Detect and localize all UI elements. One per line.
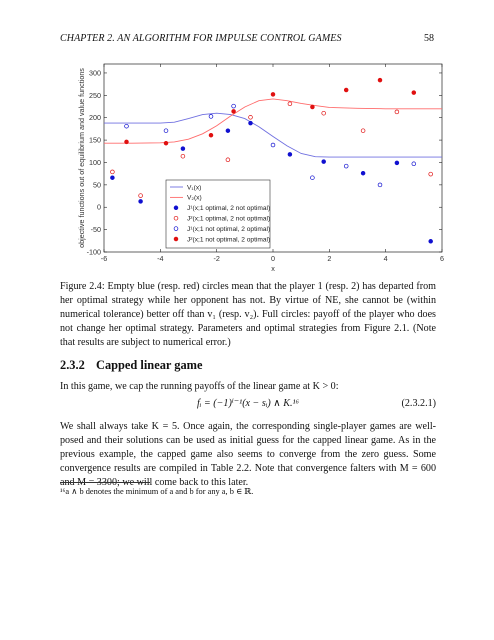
legend-marker bbox=[173, 205, 179, 211]
data-point bbox=[377, 77, 383, 83]
page-header: CHAPTER 2. AN ALGORITHM FOR IMPULSE CONT… bbox=[60, 33, 434, 47]
y-tick-label: 150 bbox=[89, 136, 101, 145]
data-point bbox=[310, 175, 315, 180]
data-point bbox=[138, 193, 143, 198]
data-point bbox=[428, 239, 433, 244]
data-point bbox=[225, 128, 231, 133]
x-axis-label: x bbox=[271, 264, 275, 273]
data-point bbox=[270, 92, 276, 97]
data-point bbox=[310, 104, 315, 110]
data-point bbox=[110, 175, 115, 180]
data-point bbox=[343, 163, 349, 169]
y-tick-label: 50 bbox=[93, 180, 101, 189]
data-point bbox=[411, 90, 417, 95]
data-point bbox=[231, 109, 236, 114]
figure-caption: Figure 2.4: Empty blue (resp. red) circl… bbox=[60, 281, 436, 348]
footnote: ¹⁶a ∧ b denotes the minimum of a and b f… bbox=[60, 487, 254, 496]
x-tick-label: -6 bbox=[101, 254, 107, 263]
data-point bbox=[321, 159, 326, 164]
x-tick-label: 6 bbox=[440, 254, 444, 263]
data-point bbox=[394, 109, 400, 115]
section-number: 2.3.2 bbox=[60, 358, 85, 372]
value-curve bbox=[104, 112, 442, 158]
section-title: Capped linear game bbox=[96, 358, 203, 372]
data-point bbox=[321, 110, 326, 116]
equation-expression: fᵢ = (−1)ⁱ⁻¹(x − sᵢ) ∧ K.¹⁶ bbox=[196, 398, 300, 409]
data-point bbox=[248, 120, 253, 126]
section-heading: 2.3.2 Capped linear game bbox=[60, 358, 202, 373]
value-curve bbox=[104, 98, 442, 144]
paragraph-body: We shall always take K = 5. Once again, … bbox=[60, 421, 436, 488]
paragraph-intro: In this game, we cap the running payoffs… bbox=[60, 381, 339, 392]
data-point bbox=[110, 169, 115, 175]
x-tick-label: 0 bbox=[271, 254, 275, 263]
legend-label: J²(x;1 optimal, 2 not optimal) bbox=[187, 216, 270, 223]
legend-marker bbox=[173, 215, 179, 221]
x-tick-label: -2 bbox=[213, 254, 219, 263]
equation-number: (2.3.2.1) bbox=[401, 398, 436, 409]
data-point bbox=[124, 123, 129, 129]
data-point bbox=[394, 160, 400, 166]
y-tick-label: 0 bbox=[97, 203, 101, 212]
data-point bbox=[225, 157, 231, 163]
y-tick-label: 250 bbox=[89, 91, 101, 100]
legend-label: V₁(x) bbox=[187, 184, 201, 191]
y-tick-label: 100 bbox=[89, 158, 101, 167]
legend-label: V₂(x) bbox=[187, 195, 202, 202]
chapter-title: CHAPTER 2. AN ALGORITHM FOR IMPULSE CONT… bbox=[60, 33, 342, 44]
data-point bbox=[208, 114, 214, 119]
data-point bbox=[270, 142, 276, 148]
page-number: 58 bbox=[424, 33, 434, 44]
data-point bbox=[138, 199, 143, 204]
data-point bbox=[180, 153, 186, 159]
y-tick-label: -100 bbox=[87, 248, 101, 257]
footnote-rule bbox=[60, 482, 150, 483]
legend-box bbox=[165, 179, 271, 249]
data-point bbox=[287, 152, 293, 157]
data-point bbox=[163, 140, 169, 146]
data-point bbox=[377, 182, 383, 188]
data-point bbox=[287, 101, 293, 107]
data-point bbox=[163, 128, 169, 133]
data-point bbox=[411, 161, 417, 167]
legend-label: J²(x;1 not optimal, 2 optimal) bbox=[187, 236, 270, 243]
data-point bbox=[360, 128, 366, 133]
x-tick-label: 2 bbox=[327, 254, 331, 263]
data-point bbox=[428, 171, 433, 177]
data-point bbox=[180, 146, 186, 151]
legend-label: J¹(x;1 not optimal, 2 optimal) bbox=[187, 226, 270, 233]
equation: fᵢ = (−1)ⁱ⁻¹(x − sᵢ) ∧ K.¹⁶ (2.3.2.1) bbox=[60, 398, 436, 412]
data-point bbox=[208, 132, 214, 138]
legend-label: J¹(x;1 optimal, 2 not optimal) bbox=[187, 205, 270, 212]
data-point bbox=[360, 170, 366, 176]
x-tick-label: -4 bbox=[157, 254, 163, 263]
data-point bbox=[124, 139, 129, 145]
data-point bbox=[248, 115, 253, 120]
x-tick-label: 4 bbox=[384, 254, 388, 263]
y-tick-label: 300 bbox=[89, 68, 101, 77]
legend-marker bbox=[173, 236, 179, 242]
data-point bbox=[343, 87, 349, 93]
legend-marker bbox=[173, 226, 179, 231]
y-axis-label: objective functions out of equilibrium a… bbox=[77, 68, 86, 248]
y-tick-label: -50 bbox=[91, 225, 101, 234]
y-tick-label: 200 bbox=[89, 113, 101, 122]
data-point bbox=[231, 103, 236, 109]
